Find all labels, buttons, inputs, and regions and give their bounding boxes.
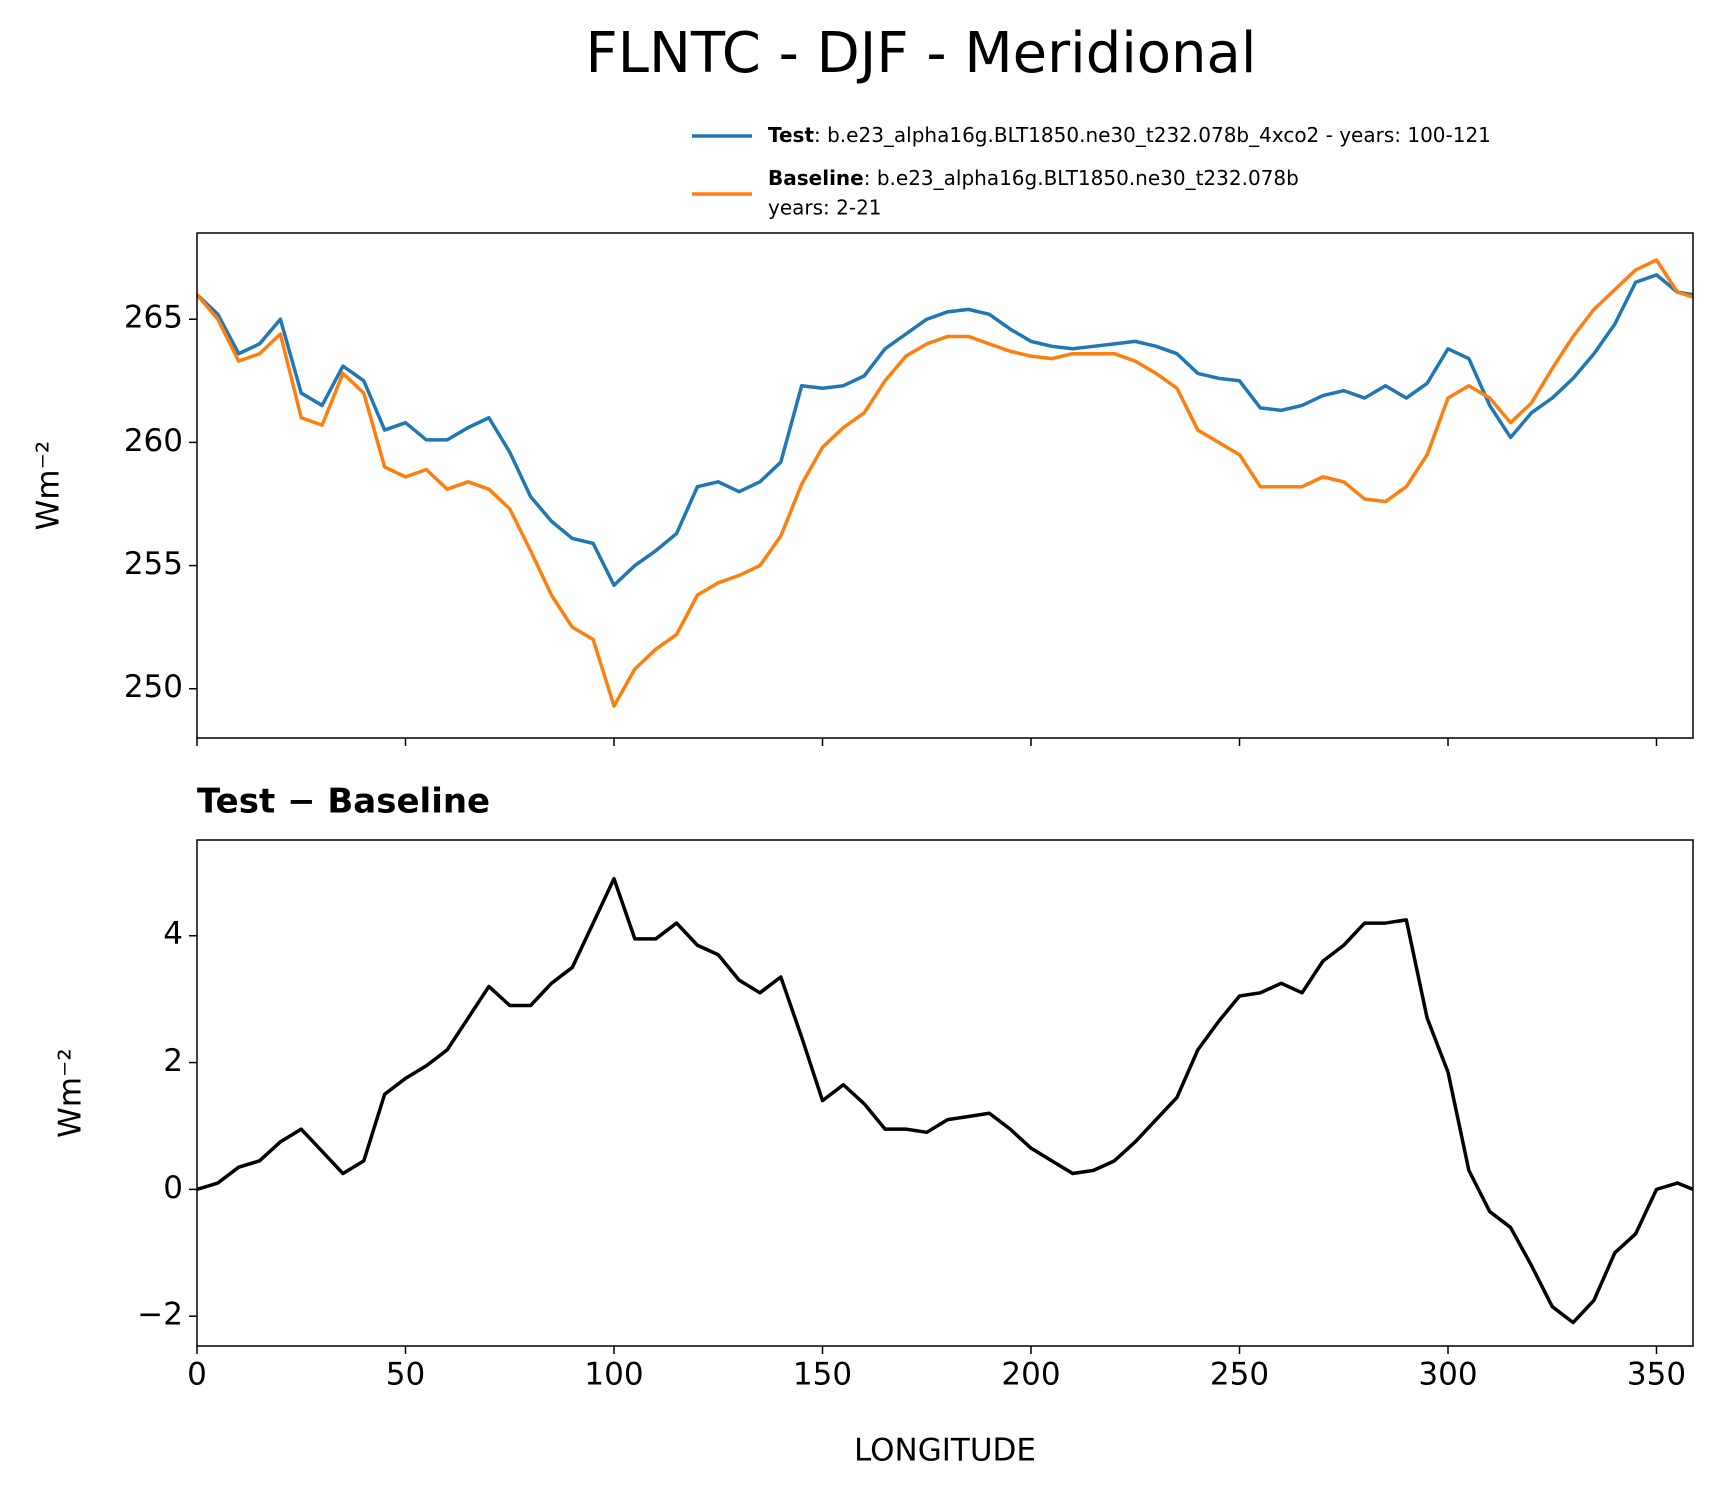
legend-description: years: 2-21 bbox=[768, 196, 882, 220]
axes-frame bbox=[196, 232, 1694, 739]
x-tick-label: 150 bbox=[793, 1357, 852, 1393]
series-line bbox=[195, 273, 1694, 588]
y-tick-label: 255 bbox=[124, 546, 183, 582]
legend-description: : b.e23_alpha16g.BLT1850.ne30_t232.078b_… bbox=[814, 123, 1491, 147]
x-tick-label: 300 bbox=[1418, 1357, 1477, 1393]
y-tick-label: −2 bbox=[137, 1297, 183, 1333]
x-tick-label: 100 bbox=[584, 1357, 643, 1393]
y-tick-label: 250 bbox=[124, 669, 183, 705]
legend-description: : b.e23_alpha16g.BLT1850.ne30_t232.078b bbox=[864, 166, 1299, 190]
y-tick-label: 4 bbox=[163, 916, 183, 952]
x-axis-label: LONGITUDE bbox=[854, 1433, 1036, 1469]
y-tick-label: 0 bbox=[163, 1170, 183, 1206]
x-tick-label: 50 bbox=[386, 1357, 425, 1393]
legend-entry: Test: b.e23_alpha16g.BLT1850.ne30_t232.0… bbox=[768, 123, 1491, 147]
legend-entry: Baseline: b.e23_alpha16g.BLT1850.ne30_t2… bbox=[768, 166, 1299, 190]
y-tick-label: 265 bbox=[124, 300, 183, 336]
y-tick-label: 260 bbox=[124, 423, 183, 459]
x-tick-label: 250 bbox=[1210, 1357, 1269, 1393]
y-axis-label: Wm⁻² bbox=[53, 1048, 89, 1138]
subplot-title: Test − Baseline bbox=[197, 782, 490, 822]
y-tick-label: 2 bbox=[163, 1043, 183, 1079]
chart-title: FLNTC - DJF - Meridional bbox=[586, 21, 1257, 86]
series-line bbox=[195, 258, 1694, 708]
x-tick-label: 0 bbox=[187, 1357, 207, 1393]
axes-frame bbox=[196, 839, 1694, 1347]
series-line bbox=[196, 876, 1694, 1325]
x-tick-label: 350 bbox=[1627, 1357, 1686, 1393]
x-tick-label: 200 bbox=[1001, 1357, 1060, 1393]
y-axis-label: Wm⁻² bbox=[31, 441, 67, 531]
legend-name: Test bbox=[768, 123, 814, 147]
legend-name: Baseline bbox=[768, 166, 864, 190]
